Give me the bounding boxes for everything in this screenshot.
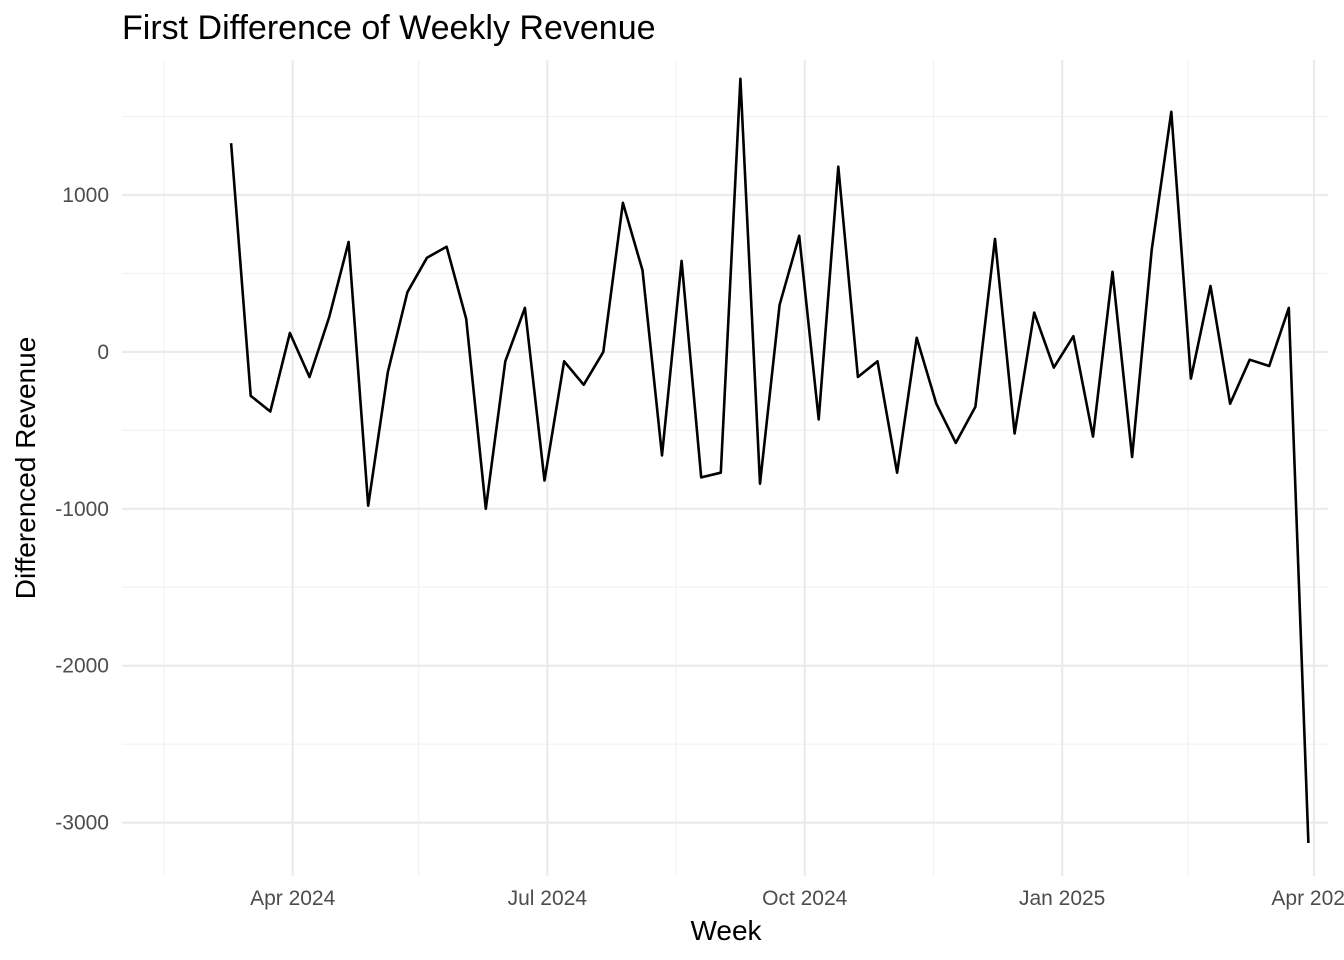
y-tick-label: 1000 [62,184,109,207]
x-tick-label: Jul 2024 [508,887,588,910]
y-tick-label: -2000 [55,655,109,678]
x-tick-label: Apr 2025 [1271,887,1344,910]
y-tick-label: 0 [97,341,109,364]
grid [122,60,1328,876]
x-tick-label: Jan 2025 [1019,887,1105,910]
axes: 1000 0 -1000 -2000 -3000 Apr 2024 Jul 2024 Oct … [55,184,1344,910]
x-tick-label: Oct 2024 [762,887,848,910]
x-axis-title: Week [690,915,762,946]
series-layer [229,77,1310,844]
series-line [229,77,1310,844]
y-tick-label: -3000 [55,812,109,835]
y-tick-label: -1000 [55,498,109,521]
y-axis-title: Differenced Revenue [10,337,41,600]
chart-title: First Difference of Weekly Revenue [122,9,656,47]
x-tick-label: Apr 2024 [250,887,336,910]
